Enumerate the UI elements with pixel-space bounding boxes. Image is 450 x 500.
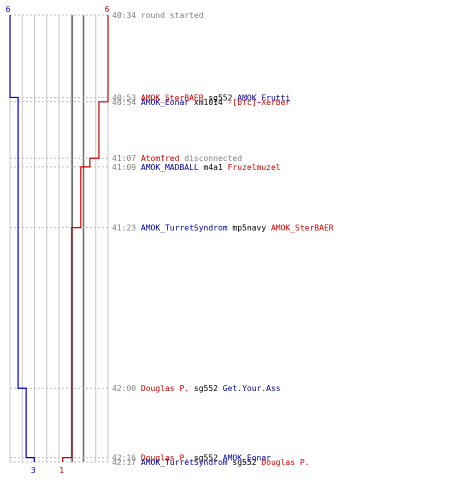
series-layer	[9, 15, 109, 462]
red-start-count-label: 6	[105, 5, 110, 14]
event-text-part: Fruzelmuzel	[223, 163, 281, 172]
event-text-part: AMOK_SterBAER	[141, 93, 204, 102]
event-time: 41:23	[112, 224, 141, 233]
event-time: 42:16	[112, 454, 141, 463]
event-text-part: AMOK_MADBALL	[141, 163, 199, 172]
event-text-part: AMOK_TurretSyndrom	[141, 458, 228, 467]
event-time: 42:00	[112, 384, 141, 393]
event-text-part: xm1014	[189, 98, 223, 107]
event-text-part: mp5navy	[228, 224, 267, 233]
event-text-part: Douglas P.	[141, 454, 189, 463]
event-entry: 41:23 AMOK_TurretSyndrom mp5navy AMOK_St…	[112, 224, 334, 233]
event-entry: 42:00 Douglas P. sg552 Get.Your.Ass	[112, 384, 281, 393]
event-entry: 40:34 round started	[112, 11, 204, 20]
blue-team-step-line	[9, 15, 35, 462]
blue-start-count-label: 6	[6, 5, 11, 14]
event-time: 40:53	[112, 93, 141, 102]
event-log-layer: 40:34 round started 40:53 AMOK_SterBAER s…	[112, 11, 334, 467]
event-entry: 41:09 AMOK_MADBALL m4a1 Fruzelmuzel	[112, 163, 281, 172]
event-text-part: Douglas P.	[257, 458, 310, 467]
event-entry: 40:54 AMOK_Eonar xm1014 -[bfc]-Xerber	[112, 98, 290, 107]
event-text-part: sg552	[204, 93, 233, 102]
event-entry: 40:53 AMOK_SterBAER sg552 AMOK_Frutti	[112, 93, 290, 102]
event-text-part: disconnected	[179, 154, 242, 163]
event-text-part: AMOK_TurretSyndrom	[141, 224, 228, 233]
event-text-part: AMOK_Frutti	[232, 93, 290, 102]
blue-end-count-label: 3	[31, 466, 36, 475]
event-text-part: sg552	[189, 454, 218, 463]
event-text-part: round started	[141, 11, 204, 20]
event-entry: 42:17 AMOK_TurretSyndrom sg552 Douglas P…	[112, 458, 310, 467]
event-text-part: m4a1	[199, 163, 223, 172]
red-end-count-label: 1	[59, 466, 64, 475]
event-text-part: Douglas P.	[141, 384, 189, 393]
event-text-part: Get.Your.Ass	[218, 384, 281, 393]
event-text-part: -[bfc]-Xerber	[223, 98, 291, 107]
red-team-step-line	[62, 15, 109, 462]
count-label-layer: 6 3 6 1	[6, 5, 110, 475]
event-time: 41:09	[112, 163, 141, 172]
event-text-part: sg552	[189, 384, 218, 393]
event-text-part: Atomfred	[141, 154, 180, 163]
event-time: 40:34	[112, 11, 141, 20]
event-text-part: AMOK_SterBAER	[266, 224, 334, 233]
event-guide-layer	[10, 14, 110, 463]
event-text-part: AMOK_Eonar	[218, 454, 271, 463]
grid-layer	[9, 15, 109, 462]
event-time: 42:17	[112, 458, 141, 467]
event-entry: 42:16 Douglas P. sg552 AMOK_Eonar	[112, 454, 271, 463]
event-text-part: sg552	[228, 458, 257, 467]
event-time: 40:54	[112, 98, 141, 107]
event-text-part: AMOK_Eonar	[141, 98, 189, 107]
event-entry: 41:07 Atomfred disconnected	[112, 154, 242, 163]
event-time: 41:07	[112, 154, 141, 163]
